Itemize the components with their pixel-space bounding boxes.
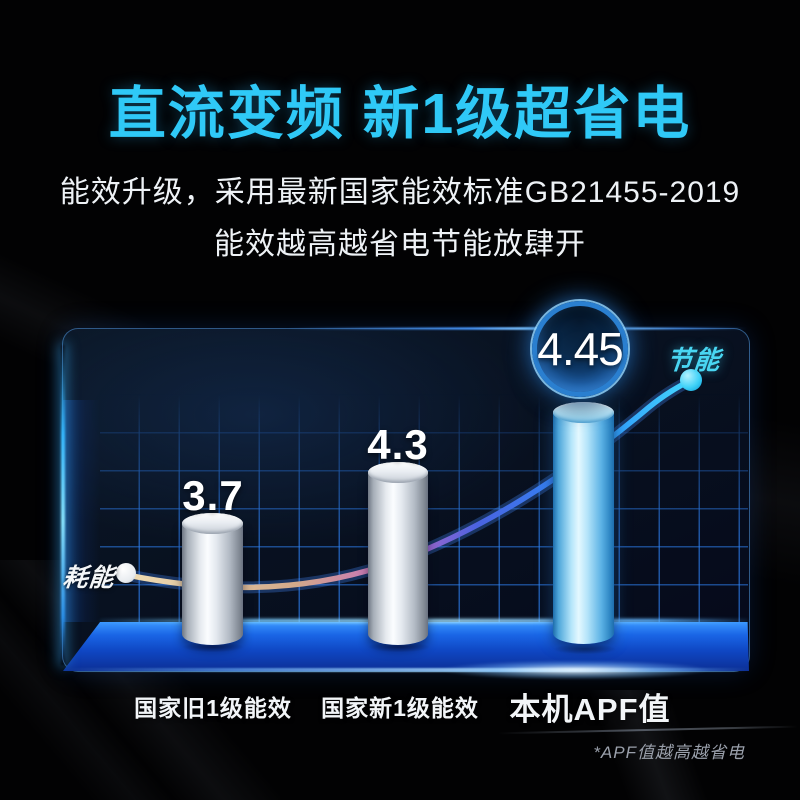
category-new-level1: 国家新1级能效 (321, 695, 479, 721)
panel-top-beam (286, 327, 748, 330)
bar-body (553, 412, 614, 644)
category-this-unit-apf: 本机APF值 (509, 692, 671, 727)
bar-shadow (172, 640, 254, 654)
label-energy-saving: 节能 (665, 345, 723, 375)
bar-value-new: 4.3 (367, 421, 429, 468)
panel-left-glow (61, 345, 65, 665)
label-energy-consuming: 耗能 (61, 564, 117, 592)
subtitle-line-1: 能效升级，采用最新国家能效标准GB21455-2019 (59, 176, 741, 209)
bar-cap (553, 402, 614, 423)
bar-new-level1 (368, 462, 428, 645)
bar-shadow (358, 640, 440, 654)
bar-body (368, 472, 428, 645)
apf-value-badge: 4.45 (532, 301, 628, 397)
bar-cap (368, 462, 428, 483)
subtitle-line-2: 能效越高越省电节能放肆开 (214, 228, 586, 261)
bar-old-level1 (182, 513, 243, 645)
bar-this-unit-apf (553, 402, 614, 644)
category-old-level1: 国家旧1级能效 (134, 695, 292, 721)
bar-shadow (543, 642, 627, 656)
bottom-flare-core (395, 657, 755, 683)
page-title: 直流变频 新1级超省电 (108, 82, 692, 146)
bar-value-old: 3.7 (182, 472, 244, 519)
apf-value: 4.45 (537, 323, 624, 375)
bar-body (182, 523, 243, 645)
footnote: *APF值越高越省电 (593, 743, 745, 762)
bar-cap (182, 513, 243, 534)
chart-side-wall (63, 400, 100, 622)
